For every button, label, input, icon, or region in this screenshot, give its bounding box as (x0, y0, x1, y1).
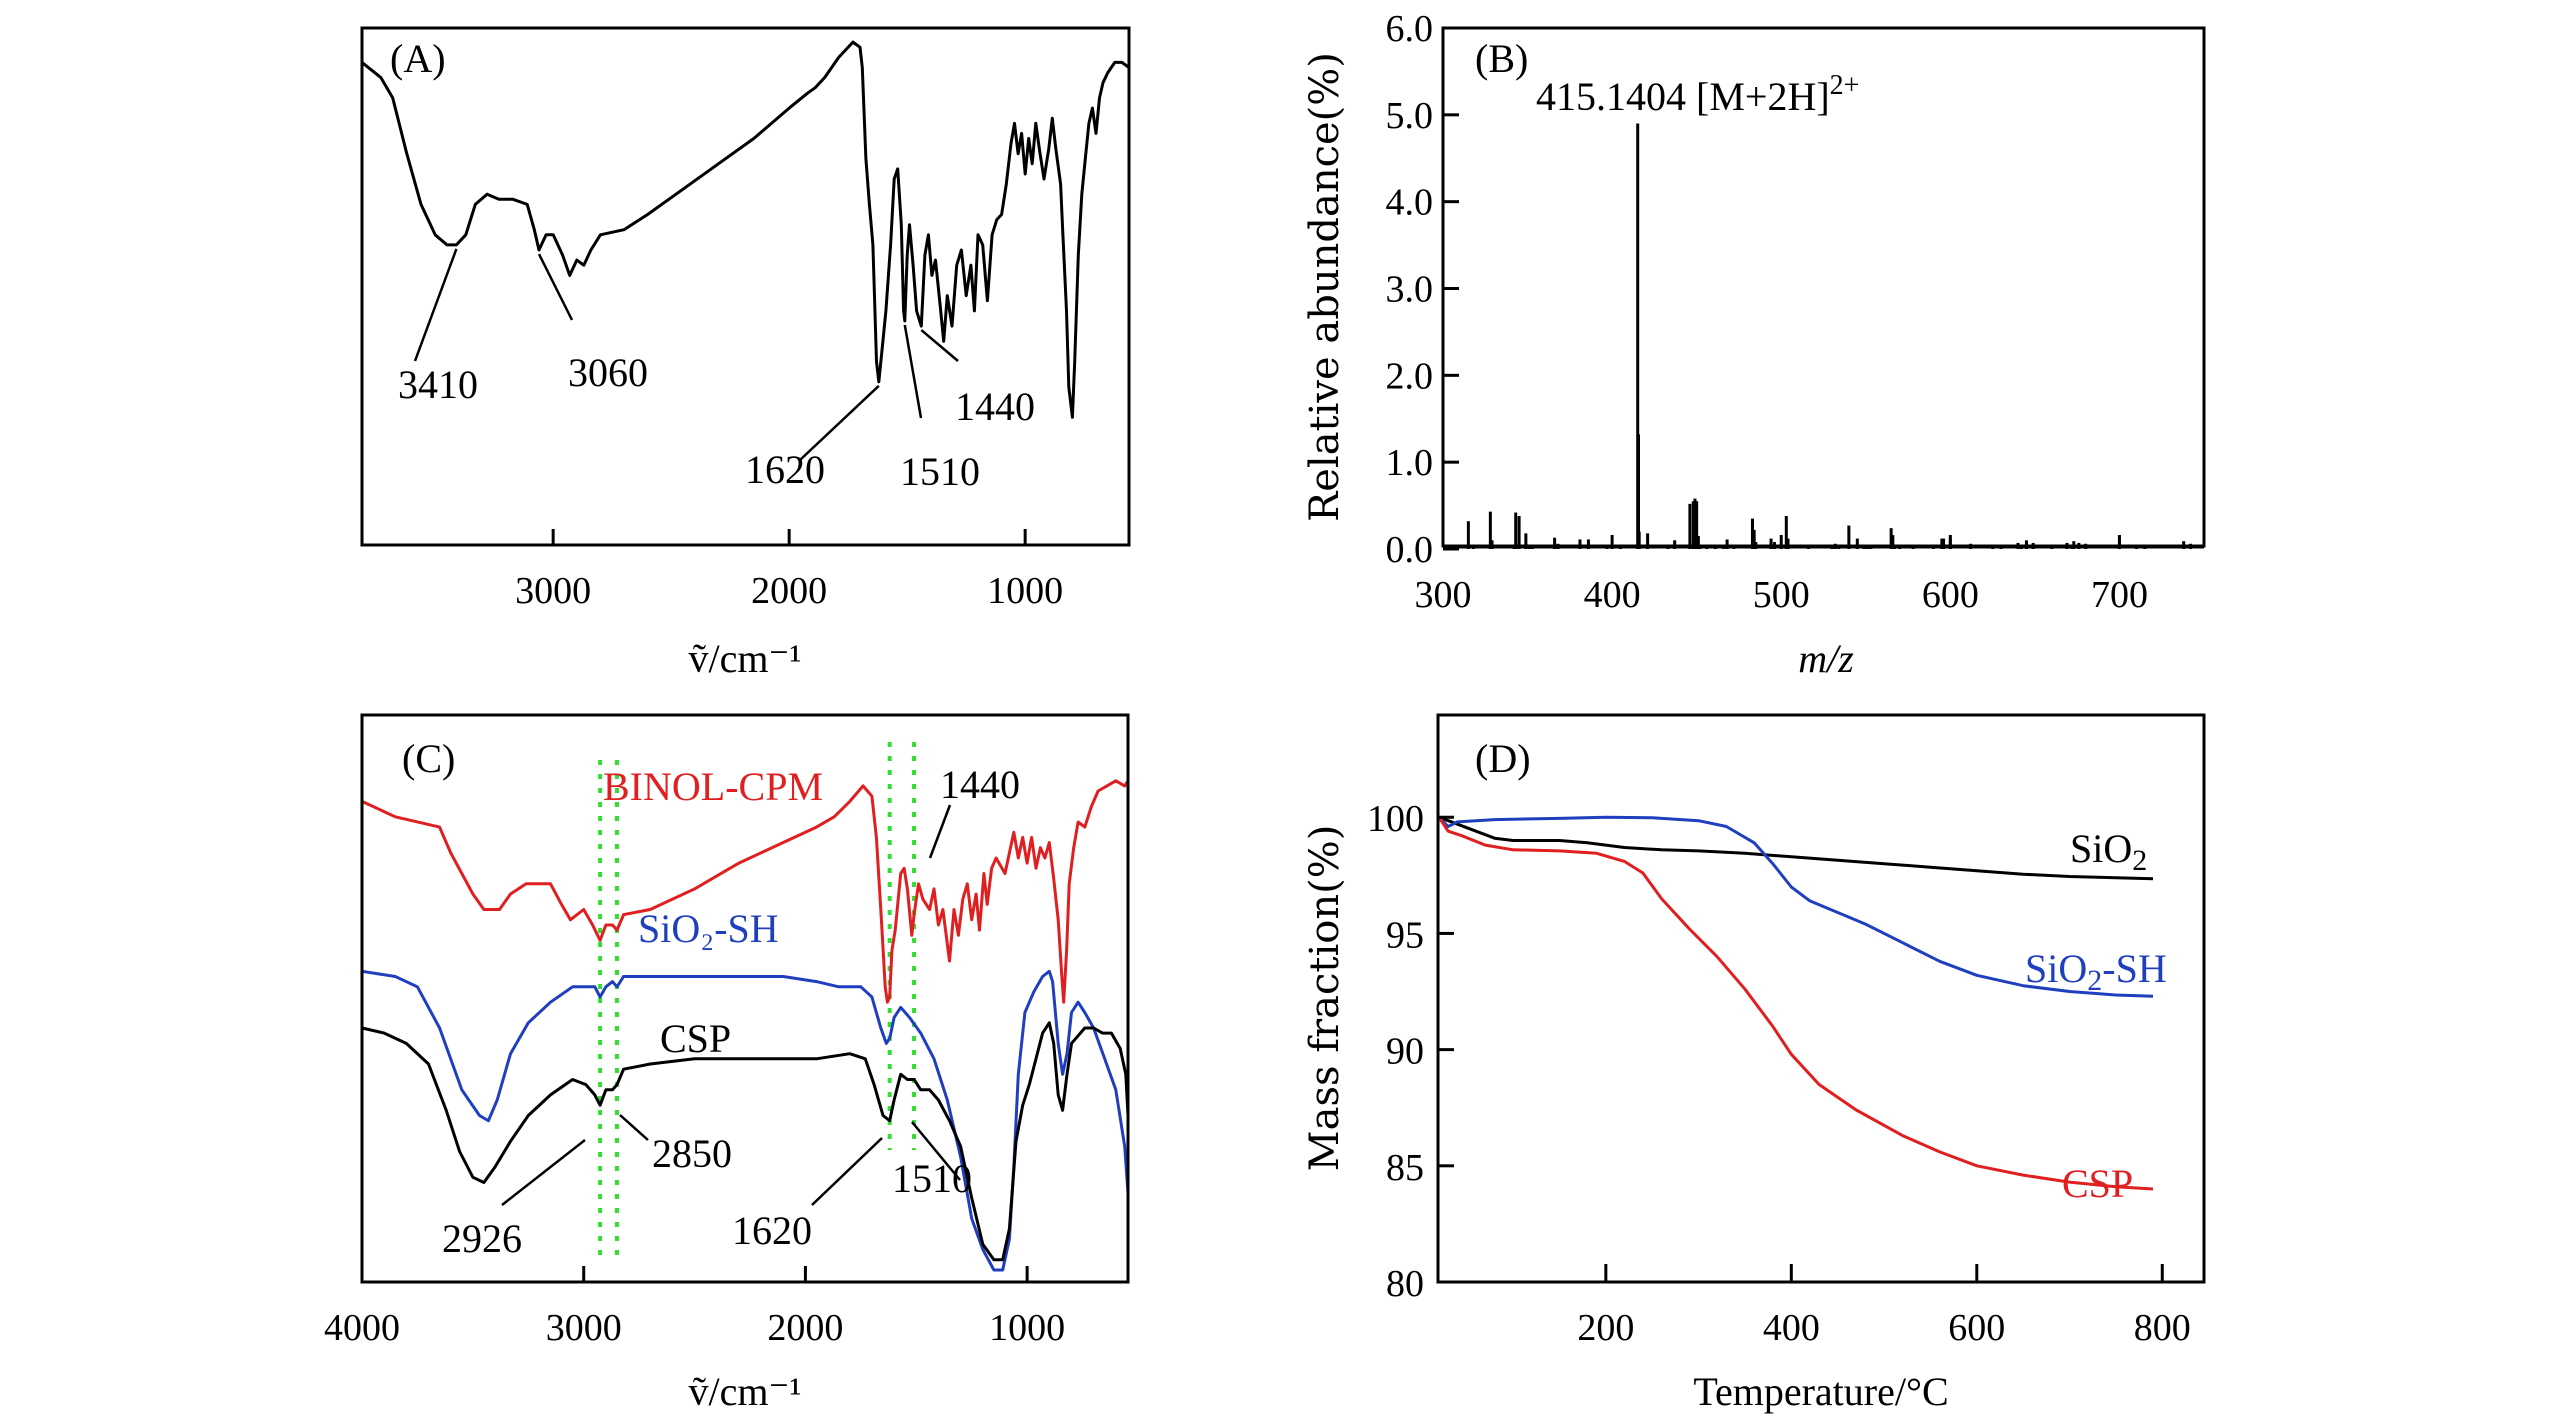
y-tick-label: 0.0 (1386, 529, 1434, 571)
x-tick-label: 700 (2091, 574, 2148, 616)
panel-d-series-line (1437, 816, 2154, 1191)
panel-c-series-line (361, 779, 1130, 1004)
annotation-leader-line (903, 324, 923, 419)
panel-b-peak-annotation: 415.1404 [M+2H]2+ (1536, 70, 1859, 119)
annotation-leader-line (619, 1114, 649, 1141)
y-tick-label: 6.0 (1386, 8, 1434, 50)
panel-d-x-axis-label: Temperature/°C (1693, 1369, 1948, 1414)
panel-d-series-line (1437, 815, 2154, 998)
panel-d-label: (D) (1475, 736, 1531, 781)
y-tick-label: 2.0 (1386, 355, 1434, 397)
x-tick-label: 3000 (546, 1307, 622, 1349)
annotation-leader-line (413, 248, 458, 362)
x-tick-label: 800 (2134, 1307, 2191, 1349)
panel-c-frame (360, 713, 1130, 1284)
panel-c-series-line (361, 969, 1130, 1272)
peak-annotation-charge: 2+ (1830, 70, 1860, 101)
panel-d-curves (1437, 815, 2154, 1191)
peak-annotation-label: 2926 (442, 1216, 522, 1261)
y-tick-label: 5.0 (1386, 95, 1434, 137)
annotation-leader-line (799, 384, 880, 461)
x-tick-label: 300 (1415, 574, 1472, 616)
y-tick-label: 90 (1386, 1031, 1424, 1073)
x-tick-label: 400 (1763, 1307, 1820, 1349)
panel-d-series-line (1438, 815, 2154, 881)
x-tick-label: 500 (1753, 574, 1810, 616)
peak-annotation-label: 1440 (955, 384, 1035, 429)
sio2-label-subscript: 2 (2132, 844, 2147, 877)
sio2-label-text: SiO (2070, 826, 2132, 871)
x-tick-label: 600 (1922, 574, 1979, 616)
x-tick-label: 4000 (324, 1307, 400, 1349)
annotation-leader-line (537, 253, 574, 321)
y-tick-label: 4.0 (1386, 182, 1434, 224)
y-tick-label: 85 (1386, 1147, 1424, 1189)
panel-a-x-axis-label: ṽ/cm⁻¹ (688, 636, 801, 681)
peak-annotation-label: 3060 (568, 350, 648, 395)
peak-annotation-text: 415.1404 [M+2H] (1536, 74, 1830, 119)
y-tick-label: 1.0 (1386, 442, 1434, 484)
y-tick-label: 100 (1367, 798, 1424, 840)
panel-b: 300 400 500 600 700 0.0 1.0 2.0 3.0 4.0 5.0 6.0 (B)… (1302, 8, 2206, 681)
annotation-leader-line (811, 1137, 883, 1206)
series-label-sio2-sh: SiO₂-SH (638, 906, 779, 951)
series-label-csp-tga: CSP (2062, 1161, 2133, 1206)
x-tick-label: 1000 (989, 1307, 1065, 1349)
series-label-sio2-sh-tga: SiO2-SH (2025, 946, 2167, 997)
x-tick-label: 2000 (767, 1307, 843, 1349)
panel-c: 4000 3000 2000 1000 (C) BINOL-CPM SiO₂-SH C… (324, 713, 1130, 1414)
panel-a-x-ticks: 3000 2000 1000 (515, 529, 1063, 612)
panel-d-y-axis-label: Mass fraction(%) (1302, 825, 1348, 1172)
panel-b-ticks: 300 400 500 600 700 0.0 1.0 2.0 3.0 4.0 5.0 6.0 (1386, 8, 2148, 616)
panel-a: 3000 2000 1000 (A) 3410 3060 1620 1510 1440 ṽ/… (360, 26, 1131, 681)
y-tick-label: 80 (1386, 1263, 1424, 1305)
panel-b-y-axis-label: Relative abundance(%) (1302, 52, 1348, 522)
panel-d-frame (1436, 713, 2206, 1284)
panel-c-series-line (361, 1021, 1130, 1262)
peak-annotation-label: 1440 (940, 762, 1020, 807)
series-label-csp: CSP (660, 1016, 731, 1061)
x-tick-label: 400 (1584, 574, 1641, 616)
x-tick-label: 1000 (987, 570, 1063, 612)
panel-b-x-axis-label: m/z (1798, 636, 1854, 681)
y-tick-label: 95 (1386, 914, 1424, 956)
panel-a-label: (A) (390, 36, 446, 81)
series-label-sio2: SiO2 (2070, 826, 2147, 877)
sio2-sh-label-suffix: -SH (2102, 946, 2166, 991)
panel-a-curves (361, 40, 1130, 419)
panel-a-annotations: 3410 3060 1620 1510 1440 (398, 248, 1035, 494)
series-label-binol-cpm: BINOL-CPM (603, 764, 823, 809)
panel-b-label: (B) (1475, 36, 1528, 81)
peak-annotation-label: 2850 (652, 1131, 732, 1176)
panel-a-series-line (361, 40, 1130, 419)
annotation-leader-line (920, 329, 959, 362)
annotation-leader-line (501, 1139, 586, 1206)
panel-c-label: (C) (402, 736, 455, 781)
sio2-sh-label-text: SiO (2025, 946, 2087, 991)
panel-c-x-ticks: 4000 3000 2000 1000 (324, 1266, 1065, 1349)
peak-annotation-label: 1510 (892, 1156, 972, 1201)
peak-annotation-label: 1620 (745, 447, 825, 492)
sio2-sh-label-subscript: 2 (2087, 964, 2102, 997)
peak-annotation-label: 3410 (398, 362, 478, 407)
panel-d-ticks: 200 400 600 800 80 85 90 95 100 (1367, 798, 2191, 1349)
annotation-leader-line (928, 804, 952, 859)
peak-annotation-label: 1620 (732, 1208, 812, 1253)
annotation-leader-line (911, 1121, 961, 1181)
x-tick-label: 2000 (751, 570, 827, 612)
panel-c-guide-lines (598, 742, 917, 1258)
panel-a-frame (360, 26, 1131, 547)
y-tick-label: 3.0 (1386, 269, 1434, 311)
panel-b-peaks (1443, 123, 2204, 549)
panel-c-curves (361, 779, 1130, 1272)
x-tick-label: 200 (1577, 1307, 1634, 1349)
panel-c-x-axis-label: ṽ/cm⁻¹ (688, 1369, 801, 1414)
peak-annotation-label: 1510 (900, 449, 980, 494)
x-tick-label: 600 (1948, 1307, 2005, 1349)
x-tick-label: 3000 (515, 570, 591, 612)
